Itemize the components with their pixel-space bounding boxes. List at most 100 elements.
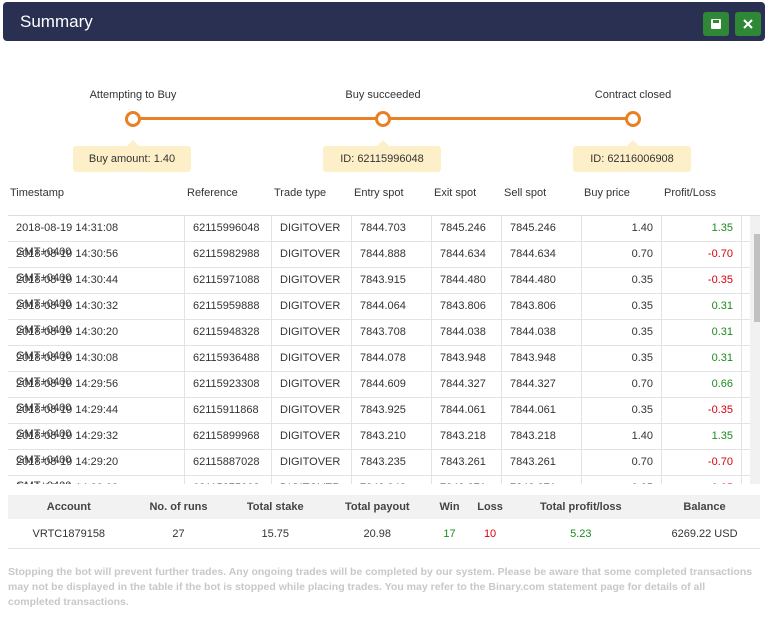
table-cell: 7843.948: [432, 346, 502, 371]
scrollbar[interactable]: [750, 216, 760, 484]
summary-value: 5.23: [512, 519, 650, 549]
table-cell: 7844.480: [502, 268, 582, 293]
table-cell: 7844.038: [432, 320, 502, 345]
summary-value: 10: [467, 519, 513, 549]
table-cell: DIGITOVER: [272, 320, 352, 345]
table-cell: 2018-08-19 14:29:32 GMT+0400: [8, 424, 185, 466]
table-cell: 0.35: [582, 268, 662, 293]
table-cell: 2018-08-19 14:30:08 GMT+0400: [8, 346, 185, 388]
table-cell: DIGITOVER: [272, 268, 352, 293]
table-cell: 7844.480: [432, 268, 502, 293]
table-row: 2018-08-19 14:31:08 GMT+0400 62115996048 D…: [8, 216, 760, 258]
table-cell: 7844.327: [432, 372, 502, 397]
table-cell: 7843.210: [352, 424, 432, 449]
table-cell: 2018-08-19 14:29:44 GMT+0400: [8, 398, 185, 440]
summary-header: Total payout: [323, 495, 432, 519]
table-cell: 7843.948: [352, 476, 432, 484]
table-cell: 7844.327: [502, 372, 582, 397]
summary-value: VRTC1879158: [8, 519, 130, 549]
column-header: Sell spot: [504, 187, 547, 199]
table-body: 2018-08-19 14:31:08 GMT+0400 62115996048 D…: [8, 215, 760, 484]
table-cell: 0.31: [662, 294, 742, 319]
table-cell: 1.40: [582, 424, 662, 449]
table-cell: 7843.948: [502, 346, 582, 371]
table-cell: 0.66: [662, 372, 742, 397]
table-cell: 7844.061: [502, 398, 582, 423]
table-cell: DIGITOVER: [272, 346, 352, 371]
save-button[interactable]: [703, 12, 729, 36]
table-cell: 1.35: [662, 424, 742, 449]
table-cell: 2018-08-19 14:30:44 GMT+0400: [8, 268, 185, 310]
table-cell: 62115911868: [185, 398, 272, 423]
table-cell: -0.70: [662, 450, 742, 475]
table-cell: 0.35: [582, 294, 662, 319]
table-cell: DIGITOVER: [272, 372, 352, 397]
summary-header: No. of runs: [129, 495, 228, 519]
table-row: 2018-08-19 14:29:08 GMT+040062115875208D…: [8, 476, 760, 484]
step-dot: [375, 111, 391, 127]
table-cell: 7844.078: [352, 346, 432, 371]
column-header: Exit spot: [434, 187, 477, 199]
table-cell: 62115887028: [185, 450, 272, 475]
table-cell: 7844.064: [352, 294, 432, 319]
step-label: Attempting to Buy: [89, 89, 177, 101]
table-row: 2018-08-19 14:29:20 GMT+040062115887028D…: [8, 450, 760, 484]
table-cell: -0.35: [662, 268, 742, 293]
table-cell: 7843.806: [432, 294, 502, 319]
close-button[interactable]: [735, 12, 761, 36]
step-label: Contract closed: [594, 89, 672, 101]
table-cell: 2018-08-19 14:29:08 GMT+0400: [8, 476, 185, 484]
table-cell: 0.70: [582, 372, 662, 397]
table-cell: 1.35: [662, 216, 742, 241]
table-cell: 62115996048: [185, 216, 272, 241]
table-cell: 0.31: [662, 320, 742, 345]
table-cell: 7843.271: [432, 476, 502, 484]
table-cell: 1.40: [582, 216, 662, 241]
table-cell: DIGITOVER: [272, 450, 352, 475]
table-cell: 7845.246: [502, 216, 582, 241]
table-cell: 7843.261: [502, 450, 582, 475]
table-row: 2018-08-19 14:29:56 GMT+0400 62115923308 D…: [8, 372, 760, 414]
table-cell: 7843.235: [352, 450, 432, 475]
column-header: Entry spot: [354, 187, 404, 199]
table-cell: DIGITOVER: [272, 476, 352, 484]
table-cell: 7843.708: [352, 320, 432, 345]
title: Summary: [20, 12, 93, 31]
table-cell: 62115948328: [185, 320, 272, 345]
table-cell: -0.70: [662, 242, 742, 267]
table-cell: 7843.271: [502, 476, 582, 484]
step-info: ID: 62116006908: [573, 140, 691, 172]
column-header: Reference: [187, 187, 238, 199]
table-row: 2018-08-19 14:30:32 GMT+0400 62115959888 D…: [8, 294, 760, 336]
table-cell: DIGITOVER: [272, 242, 352, 267]
table-cell: 2018-08-19 14:30:32 GMT+0400: [8, 294, 185, 336]
summary-value: 6269.22 USD: [649, 519, 760, 549]
summary-header: Account: [8, 495, 130, 519]
summary-value: 15.75: [227, 519, 324, 549]
table-cell: 2018-08-19 14:31:08 GMT+0400: [8, 216, 185, 258]
step-dot: [125, 111, 141, 127]
table-cell: 2018-08-19 14:29:20 GMT+0400: [8, 450, 185, 484]
table-header: Timestamp Reference Trade type Entry spot Ex…: [8, 187, 760, 209]
table-cell: 7843.925: [352, 398, 432, 423]
summary-header: Total profit/loss: [512, 495, 650, 519]
table-cell: DIGITOVER: [272, 216, 352, 241]
summary-value: 27: [129, 519, 228, 549]
table-cell: 7844.038: [502, 320, 582, 345]
table-cell: 62115971088: [185, 268, 272, 293]
table-row: 2018-08-19 14:30:08 GMT+0400 62115936488 D…: [8, 346, 760, 388]
table-cell: DIGITOVER: [272, 294, 352, 319]
note: Stopping the bot will prevent further tr…: [8, 566, 753, 608]
step-label: Buy succeeded: [345, 89, 421, 101]
table-cell: 2018-08-19 14:30:56 GMT+0400: [8, 242, 185, 284]
table-row: 2018-08-19 14:30:44 GMT+0400 62115971088 D…: [8, 268, 760, 310]
table-row: 2018-08-19 14:29:44 GMT+0400 62115911868 D…: [8, 398, 760, 440]
table-cell: 7843.261: [432, 450, 502, 475]
table-cell: -0.35: [662, 476, 742, 484]
column-header: Buy price: [584, 187, 630, 199]
column-header: Timestamp: [10, 187, 64, 199]
table-cell: 2018-08-19 14:29:56 GMT+0400: [8, 372, 185, 414]
table-cell: 62115875208: [185, 476, 272, 484]
table-cell: 7844.634: [502, 242, 582, 267]
